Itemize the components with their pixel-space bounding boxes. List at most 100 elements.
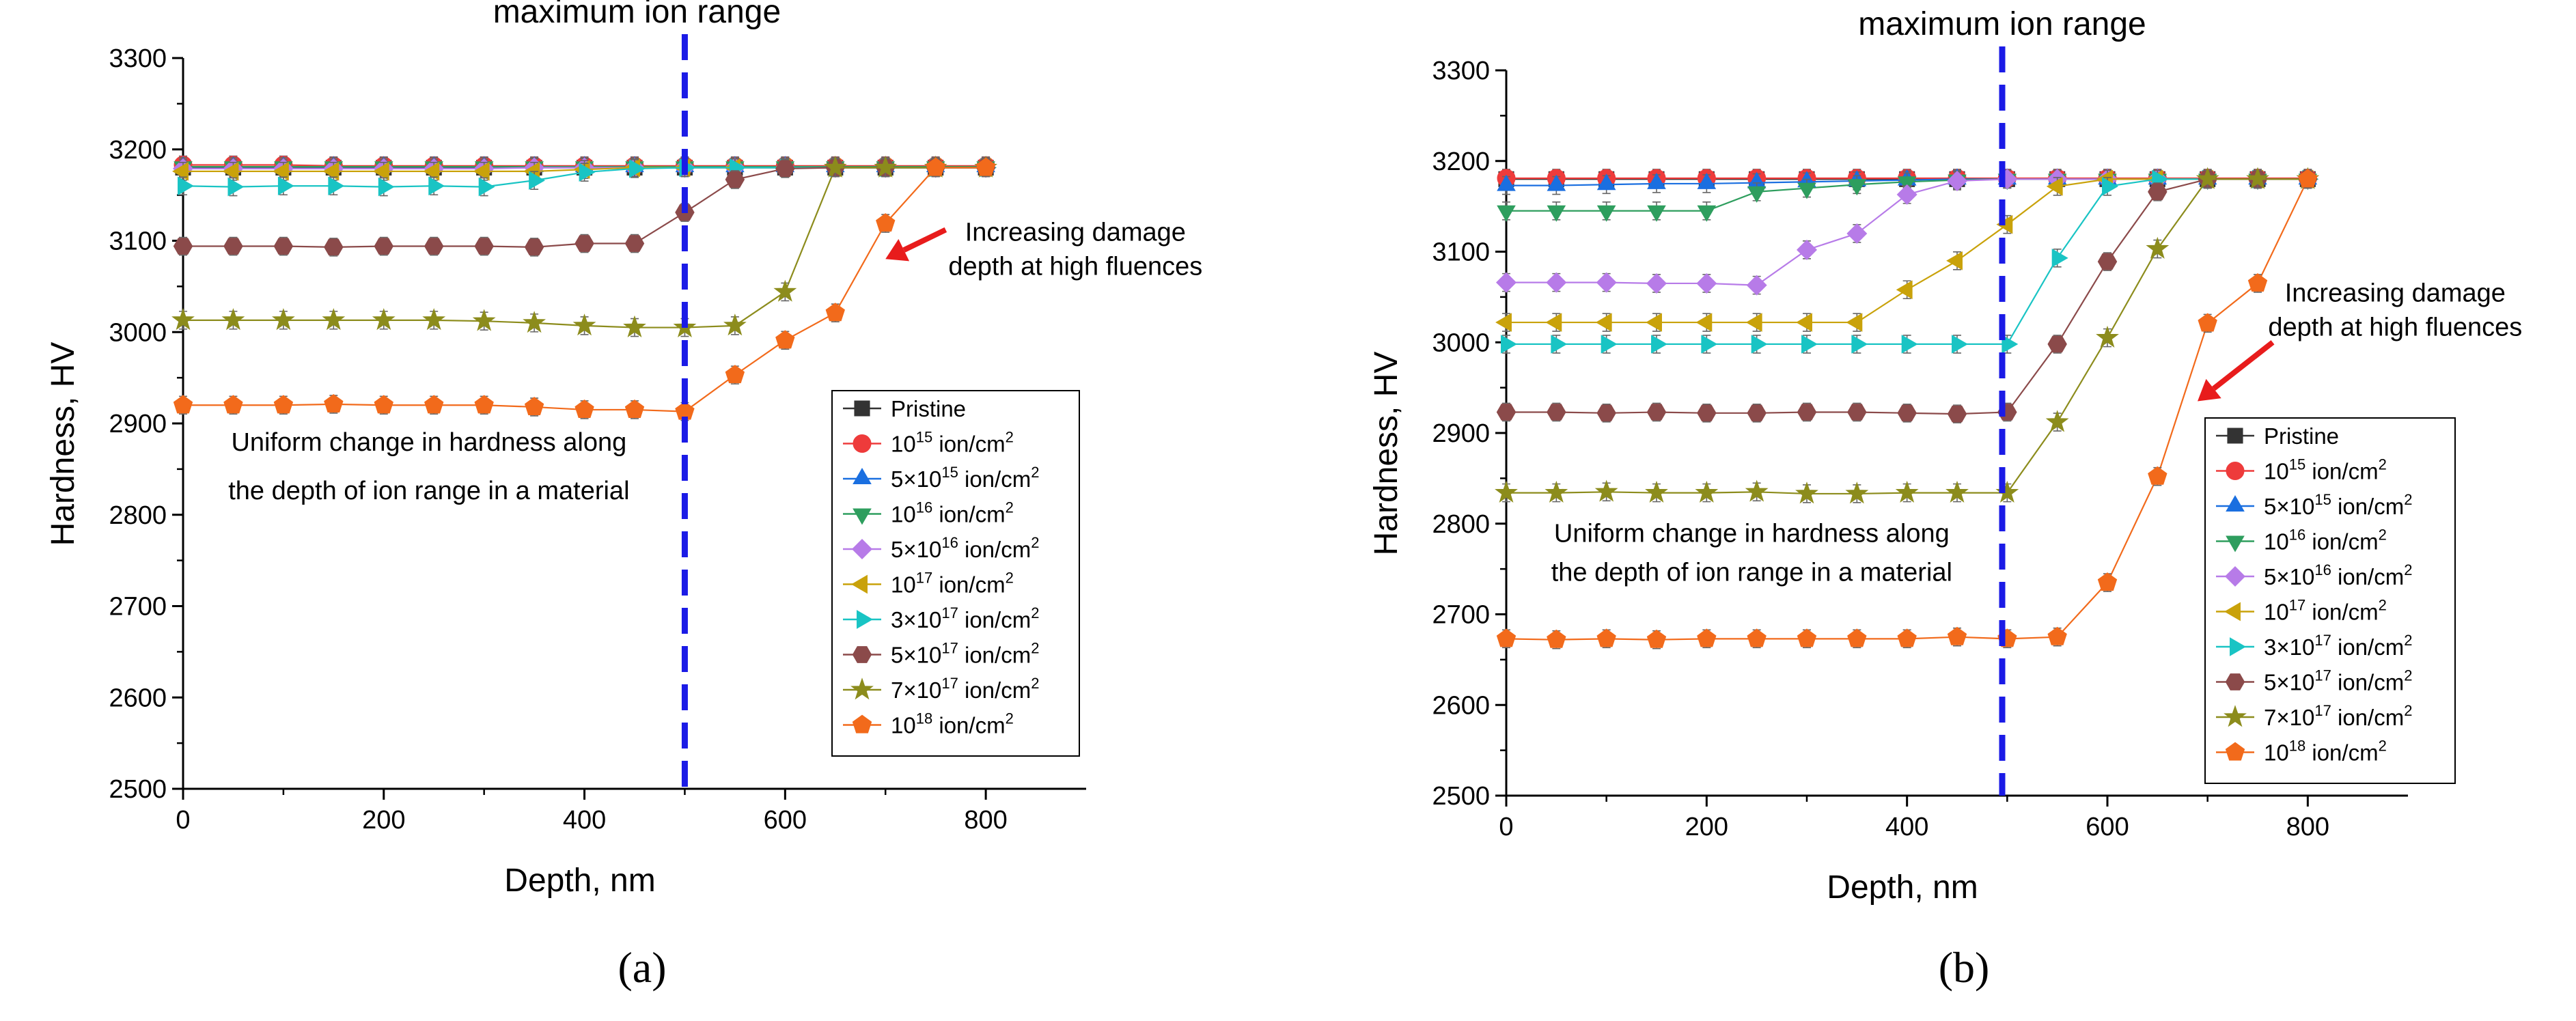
data-point: [1596, 404, 1616, 422]
data-point: [524, 397, 544, 415]
data-point: [227, 177, 245, 197]
data-point: [273, 395, 294, 414]
data-point: [1596, 173, 1616, 191]
annotation-text: the depth of ion range in a material: [1551, 558, 1952, 587]
legend-label: 1015 ion/cm2: [891, 429, 1014, 457]
data-point: [1946, 251, 1963, 270]
data-point: [2047, 626, 2067, 645]
legend-item: 5×1017 ion/cm2: [843, 640, 1039, 668]
data-point: [372, 162, 389, 181]
legend-unit-exponent: 2: [2404, 632, 2412, 649]
data-point: [823, 155, 847, 178]
data-point: [478, 177, 495, 197]
data-point: [172, 162, 189, 181]
data-point: [1897, 628, 1917, 647]
annotation-text: Uniform change in hardness along: [1554, 519, 1950, 548]
data-point: [623, 315, 646, 337]
legend-unit-exponent: 2: [2379, 456, 2387, 473]
legend-unit-exponent: 2: [2404, 702, 2412, 719]
legend-exponent: 17: [916, 570, 932, 587]
legend-unit-exponent: 2: [1031, 534, 1039, 551]
y-axis-label: Hardness, HV: [1368, 352, 1404, 556]
legend-unit: ion/cm: [2331, 634, 2404, 660]
legend-base: 7×10: [2264, 705, 2314, 730]
data-point: [1901, 335, 1918, 354]
data-point: [223, 238, 243, 255]
legend-base: 10: [891, 432, 916, 457]
data-point: [221, 308, 245, 331]
data-point: [473, 162, 490, 181]
legend-unit-exponent: 2: [2404, 667, 2412, 684]
legend-exponent: 16: [2289, 527, 2305, 544]
legend-item: 5×1015 ion/cm2: [843, 464, 1039, 492]
data-point: [1601, 335, 1618, 354]
data-point: [2102, 177, 2118, 196]
legend-item: 5×1016 ion/cm2: [2216, 561, 2412, 589]
data-point: [1846, 223, 1868, 244]
legend-unit: ion/cm: [958, 677, 1031, 703]
data-point: [222, 162, 239, 181]
y-tick-label: 2600: [1432, 691, 1490, 720]
arrow-annotation-text: depth at high fluences: [948, 253, 1202, 281]
data-point: [1896, 280, 1913, 300]
legend-unit: ion/cm: [932, 572, 1005, 598]
y-tick-label: 3100: [1432, 238, 1490, 267]
data-point: [422, 308, 446, 331]
legend-exponent: 18: [2289, 738, 2305, 755]
legend-marker: [2224, 602, 2241, 621]
data-point: [1594, 479, 1618, 502]
data-point: [2148, 466, 2168, 485]
arrow-annotation-text: depth at high fluences: [2268, 313, 2522, 342]
x-tick-label: 400: [1885, 813, 1928, 841]
data-point: [1747, 404, 1767, 422]
data-point: [1496, 628, 1516, 647]
y-tick-label: 2500: [1432, 782, 1490, 811]
legend-item: 7×1017 ion/cm2: [2216, 702, 2412, 730]
data-point: [1697, 205, 1717, 222]
data-point: [271, 308, 295, 331]
legend-marker: [852, 714, 872, 733]
data-point: [1697, 404, 1717, 422]
legend-marker: [853, 468, 872, 484]
arrow-head: [885, 238, 910, 262]
data-point: [579, 163, 596, 182]
series-9: [1496, 169, 2318, 649]
legend-marker: [2225, 742, 2245, 761]
data-point: [2046, 177, 2063, 196]
data-point: [1746, 275, 1767, 296]
legend-exponent: 16: [916, 499, 932, 516]
legend-item: 1016 ion/cm2: [2216, 527, 2387, 555]
data-point: [1547, 205, 1566, 222]
annotation-text: the depth of ion range in a material: [228, 477, 629, 505]
x-tick-label: 200: [1685, 813, 1728, 841]
data-point: [1495, 313, 1512, 332]
legend-base: 5×10: [2264, 564, 2314, 589]
y-axis-label: Hardness, HV: [45, 342, 81, 546]
legend-unit-exponent: 2: [1006, 499, 1014, 516]
legend-label: 5×1017 ion/cm2: [891, 640, 1039, 668]
y-tick-label: 2800: [109, 501, 167, 530]
legend-unit: ion/cm: [2331, 705, 2404, 730]
legend-item: Pristine: [843, 396, 966, 421]
legend-item: 1016 ion/cm2: [843, 499, 1014, 527]
legend-base: 3×10: [2264, 634, 2314, 660]
legend-label: 1015 ion/cm2: [2264, 456, 2387, 484]
legend-item: 5×1015 ion/cm2: [2216, 491, 2412, 519]
legend-item: 1015 ion/cm2: [2216, 456, 2387, 484]
data-point: [1851, 335, 1868, 354]
data-point: [428, 176, 445, 196]
data-point: [1647, 205, 1666, 222]
legend-base: 5×10: [2264, 494, 2314, 519]
legend-marker: [851, 574, 868, 594]
legend-base: 7×10: [891, 677, 941, 703]
legend-marker: [2226, 535, 2245, 553]
data-point: [324, 393, 344, 412]
legend-unit-exponent: 2: [1031, 604, 1039, 621]
panel-caption: (a): [618, 943, 666, 992]
legend-label: 1016 ion/cm2: [2264, 527, 2387, 555]
legend-exponent: 17: [2314, 667, 2331, 684]
data-point: [374, 395, 393, 414]
arrow-annotation-text: Increasing damage: [2285, 279, 2506, 308]
legend-unit-exponent: 2: [2404, 491, 2412, 508]
